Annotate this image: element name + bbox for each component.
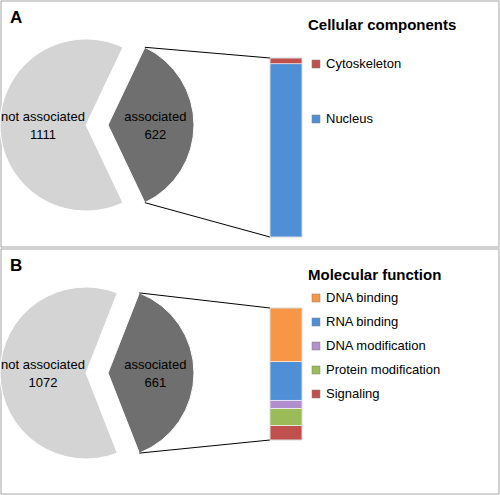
pie-slice xyxy=(0,287,117,459)
slice-label: associated xyxy=(124,109,186,124)
figure: Anot associated 1111 associated 622 Cellular… xyxy=(0,0,500,495)
bar-segment xyxy=(270,64,302,237)
legend-swatch xyxy=(312,294,320,302)
legend-swatch xyxy=(312,342,320,350)
bar-segment xyxy=(270,400,302,408)
range-frame xyxy=(270,58,302,237)
slice-label: associated xyxy=(124,357,186,372)
legend-swatch xyxy=(312,318,320,326)
bar-segment xyxy=(270,308,302,362)
pie-slice xyxy=(108,293,194,453)
chart-title: Cellular components xyxy=(308,16,456,33)
slice-label: not associated xyxy=(1,357,85,372)
pie xyxy=(0,39,194,211)
slice-value: 622 xyxy=(144,127,166,142)
chart-title: Molecular function xyxy=(308,266,441,283)
bars xyxy=(270,58,302,237)
legend-label: DNA binding xyxy=(326,290,398,305)
zoom-line xyxy=(139,440,270,453)
legend-label: Cytoskeleton xyxy=(326,56,401,71)
zoom-line xyxy=(145,203,270,237)
pie-slice xyxy=(0,39,123,211)
pie xyxy=(0,287,194,459)
bar-segment xyxy=(270,362,302,401)
bars xyxy=(270,308,302,440)
zoom-line xyxy=(145,47,270,58)
legend-label: Nucleus xyxy=(326,111,373,126)
panel-label: A xyxy=(10,8,22,27)
legend-swatch xyxy=(312,366,320,374)
legend-label: DNA modification xyxy=(326,338,426,353)
panel-label: B xyxy=(10,256,22,275)
slice-value: 1072 xyxy=(29,375,58,390)
legend-swatch xyxy=(312,115,320,123)
range-frame xyxy=(270,308,302,440)
slice-value: 661 xyxy=(144,375,166,390)
bar-segment xyxy=(270,426,302,440)
zoom-line xyxy=(139,293,270,308)
bar-segment xyxy=(270,58,302,64)
legend-label: Signaling xyxy=(326,386,380,401)
legend-label: Protein modification xyxy=(326,362,440,377)
pie-slice xyxy=(108,47,194,202)
bar-segment xyxy=(270,408,302,425)
slice-label: not associated xyxy=(1,109,85,124)
legend-swatch xyxy=(312,390,320,398)
slice-value: 1111 xyxy=(30,127,56,142)
legend-swatch xyxy=(312,60,320,68)
legend-label: RNA binding xyxy=(326,314,398,329)
